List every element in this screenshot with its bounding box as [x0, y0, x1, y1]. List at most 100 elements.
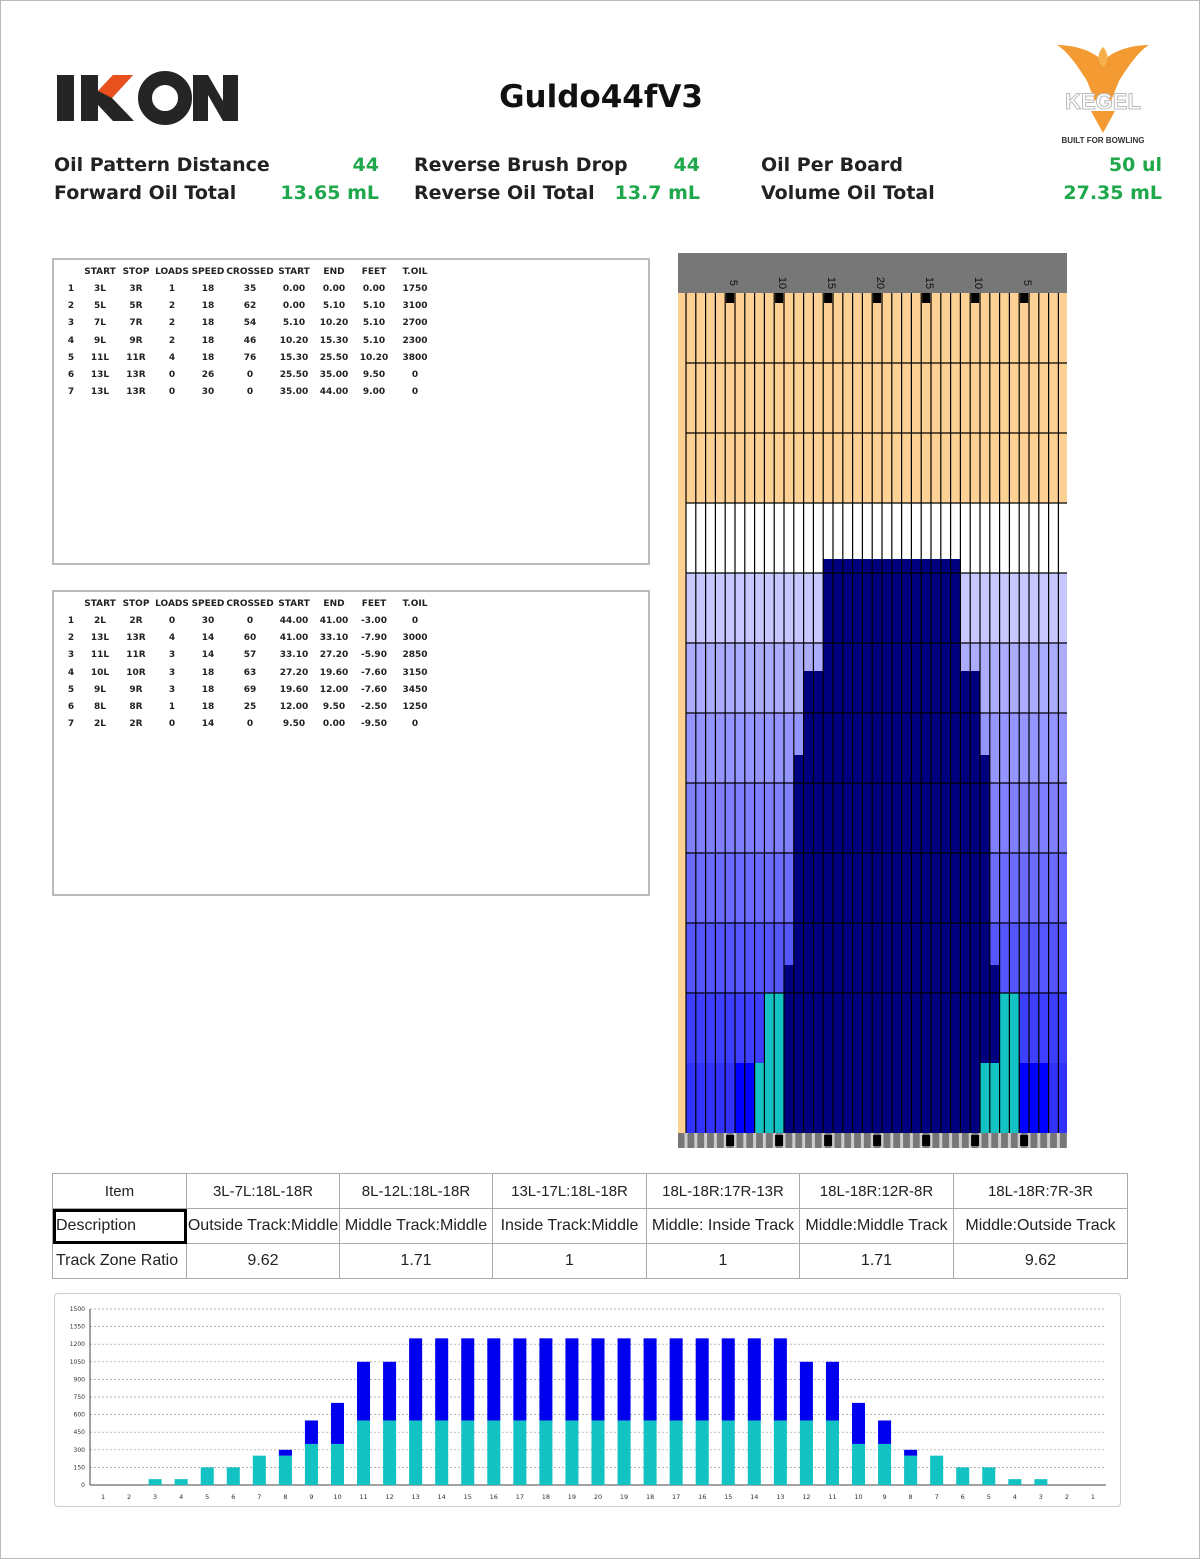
- loads-cell: 57: [243, 650, 257, 661]
- x-tick-label: 7: [935, 1493, 939, 1501]
- loads-cell: 0: [168, 370, 176, 381]
- loads-cell: 46: [243, 335, 257, 346]
- board-tick: [762, 1133, 766, 1148]
- board-oil-bar: [744, 1063, 755, 1133]
- board-tick: [890, 1133, 894, 1148]
- loads-cell: 1750: [402, 283, 428, 294]
- board-oil-bar: [784, 965, 794, 1133]
- table-row: 1 2L 2R 0 30 0 44.00 41.00 -3.00 0: [60, 612, 436, 629]
- zone-header-cell: 18L-18R:17R-13R: [646, 1173, 800, 1209]
- loads-cell: 5.10: [322, 300, 346, 311]
- loads-cell: 10L: [90, 667, 110, 678]
- stat-value: 13.7 mL: [614, 182, 700, 204]
- x-tick-label: 7: [257, 1493, 261, 1501]
- x-tick-label: 13: [776, 1493, 784, 1501]
- loads-cell: 3450: [402, 684, 428, 695]
- x-tick-label: 14: [750, 1493, 758, 1501]
- zone-ratio-cell: 9.62: [186, 1243, 340, 1279]
- board-tick-label: 20: [874, 277, 886, 289]
- loads-cell: 13R: [126, 370, 146, 381]
- board-oil-bar: [1019, 1063, 1029, 1133]
- loads-cell: 4: [168, 632, 176, 643]
- loads-cell: 9.00: [362, 387, 386, 398]
- loads-cell: 5.10: [362, 300, 386, 311]
- loads-cell: 15.30: [319, 335, 349, 346]
- loads-cell: 7: [67, 387, 75, 398]
- board-oil-track-segment: [754, 1063, 765, 1133]
- loads-cell: 3L: [94, 283, 106, 294]
- zone-header-cell: 8L-12L:18L-18R: [339, 1173, 493, 1209]
- loads-cell: 8L: [94, 702, 106, 713]
- loads-header-cell: [60, 596, 82, 612]
- lane-distance-band: [686, 293, 1067, 363]
- bar-segment: [878, 1443, 892, 1485]
- board-tick-label: 5: [1021, 280, 1033, 286]
- zone-description-label[interactable]: Description: [52, 1208, 187, 1244]
- board-oil-bar: [774, 993, 784, 1133]
- loads-header-cell: STOP: [122, 266, 150, 277]
- loads-cell: 13L: [90, 632, 110, 643]
- loads-cell: 5: [67, 684, 75, 695]
- loads-cell: -9.50: [361, 719, 387, 730]
- loads-cell: 30: [201, 387, 215, 398]
- loads-cell: 7L: [94, 318, 106, 329]
- bar-chart-panel: [54, 1293, 1121, 1507]
- x-tick-label: 11: [359, 1493, 367, 1501]
- y-tick-label: 1200: [70, 1341, 85, 1348]
- loads-cell: 9.50: [282, 719, 306, 730]
- bar-segment: [773, 1420, 787, 1485]
- lane-distance-band: [686, 433, 1067, 503]
- board-tick: [870, 1133, 874, 1148]
- loads-cell: 2: [168, 300, 176, 311]
- x-tick-label: 19: [620, 1493, 628, 1501]
- bar-segment: [747, 1338, 761, 1421]
- bar-segment: [617, 1338, 631, 1421]
- pattern-title: Guldo44fV3: [499, 79, 703, 115]
- loads-header-row: START STOP LOADS SPEED CROSSED START END FEET T.…: [60, 264, 436, 280]
- board-tick-label: 5: [727, 280, 739, 286]
- loads-cell: 1: [67, 615, 75, 626]
- loads-cell: 0: [411, 387, 419, 398]
- loads-header-cell: T.OIL: [402, 598, 428, 609]
- loads-header-cell: LOADS: [155, 598, 189, 609]
- loads-cell: -7.60: [361, 667, 387, 678]
- board-oil-bar: [989, 965, 1000, 1133]
- loads-cell: 25.50: [279, 370, 309, 381]
- board-tick: [782, 1133, 786, 1148]
- loads-cell: 2700: [402, 318, 428, 329]
- loads-cell: 18: [201, 300, 215, 311]
- table-row: 6 13L 13R 0 26 0 25.50 35.00 9.50 0: [60, 366, 436, 383]
- loads-cell: 2850: [402, 650, 428, 661]
- board-tick-label: 15: [923, 277, 935, 289]
- loads-cell: 30: [201, 615, 215, 626]
- bar-segment: [565, 1420, 579, 1485]
- board-oil-bar: [862, 559, 873, 1133]
- loads-cell: 12.00: [319, 684, 349, 695]
- loads-header-cell: START: [84, 598, 116, 609]
- bar-segment: [747, 1420, 761, 1485]
- loads-cell: 11L: [90, 352, 110, 363]
- x-tick-label: 11: [828, 1493, 836, 1501]
- loads-header-cell: STOP: [122, 598, 150, 609]
- loads-cell: 5.10: [362, 318, 386, 329]
- x-tick-label: 9: [882, 1493, 886, 1501]
- loads-header-cell: START: [278, 598, 310, 609]
- bar-segment: [982, 1467, 996, 1485]
- bar-segment: [539, 1338, 553, 1421]
- zone-ratio-cell: 1.71: [339, 1243, 493, 1279]
- board-oil-bar: [901, 559, 912, 1133]
- bar-segment: [487, 1420, 501, 1485]
- loads-cell: 33.10: [319, 632, 349, 643]
- loads-cell: 0: [168, 615, 176, 626]
- board-oil-bar: [872, 559, 882, 1133]
- board-tick: [988, 1133, 992, 1148]
- loads-header-cell: START: [278, 266, 310, 277]
- arrow-marker: [726, 293, 735, 303]
- loads-cell: 0: [168, 719, 176, 730]
- dot-marker: [824, 1135, 833, 1146]
- stat-value: 13.65 mL: [280, 182, 379, 204]
- x-tick-label: 6: [231, 1493, 235, 1501]
- bar-segment: [643, 1420, 657, 1485]
- bar-segment: [461, 1338, 475, 1421]
- bar-segment: [825, 1361, 839, 1421]
